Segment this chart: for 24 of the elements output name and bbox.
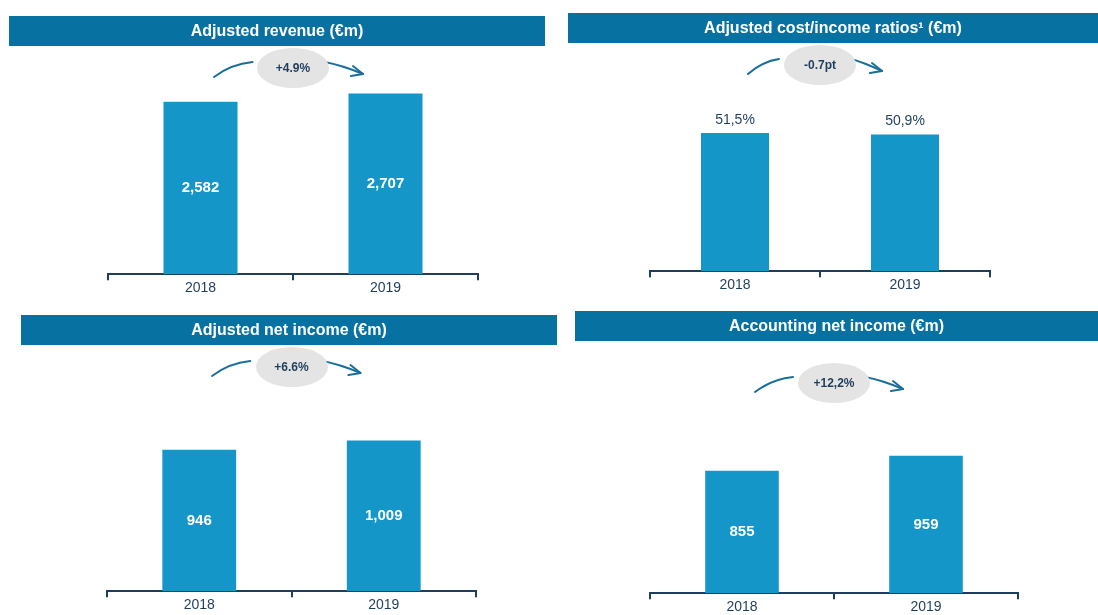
chart-title: Accounting net income (€m)	[575, 311, 1098, 341]
x-tick-label: 2019	[889, 276, 921, 293]
oval-badge: +4.9%	[257, 48, 329, 88]
data-label: 946	[186, 510, 212, 528]
x-tick-label: 2019	[369, 279, 402, 296]
chart-title: Adjusted net income (€m)	[21, 315, 557, 345]
oval-badge: -0.7pt	[784, 45, 856, 85]
x-tick-label: 2019	[368, 596, 400, 613]
data-label: 51,5%	[715, 110, 755, 127]
data-label: 50,9%	[885, 112, 925, 129]
x-tick-label: 2018	[183, 596, 216, 613]
data-label: 959	[913, 514, 939, 532]
x-tick-label: 2019	[910, 598, 942, 615]
chart-title: Adjusted cost/income ratios¹ (€m)	[568, 13, 1098, 43]
oval-badge: +6.6%	[255, 347, 328, 387]
data-label: 855	[729, 522, 755, 540]
data-label: 1,009	[364, 505, 403, 523]
data-label: 2,707	[366, 173, 405, 191]
oval-badge: +12,2%	[798, 363, 870, 403]
data-label: 2,582	[181, 178, 220, 196]
x-tick-label: 2018	[184, 279, 217, 296]
x-tick-label: 2018	[719, 276, 751, 293]
x-tick-label: 2018	[726, 598, 758, 615]
chart-title: Adjusted revenue (€m)	[9, 16, 545, 46]
